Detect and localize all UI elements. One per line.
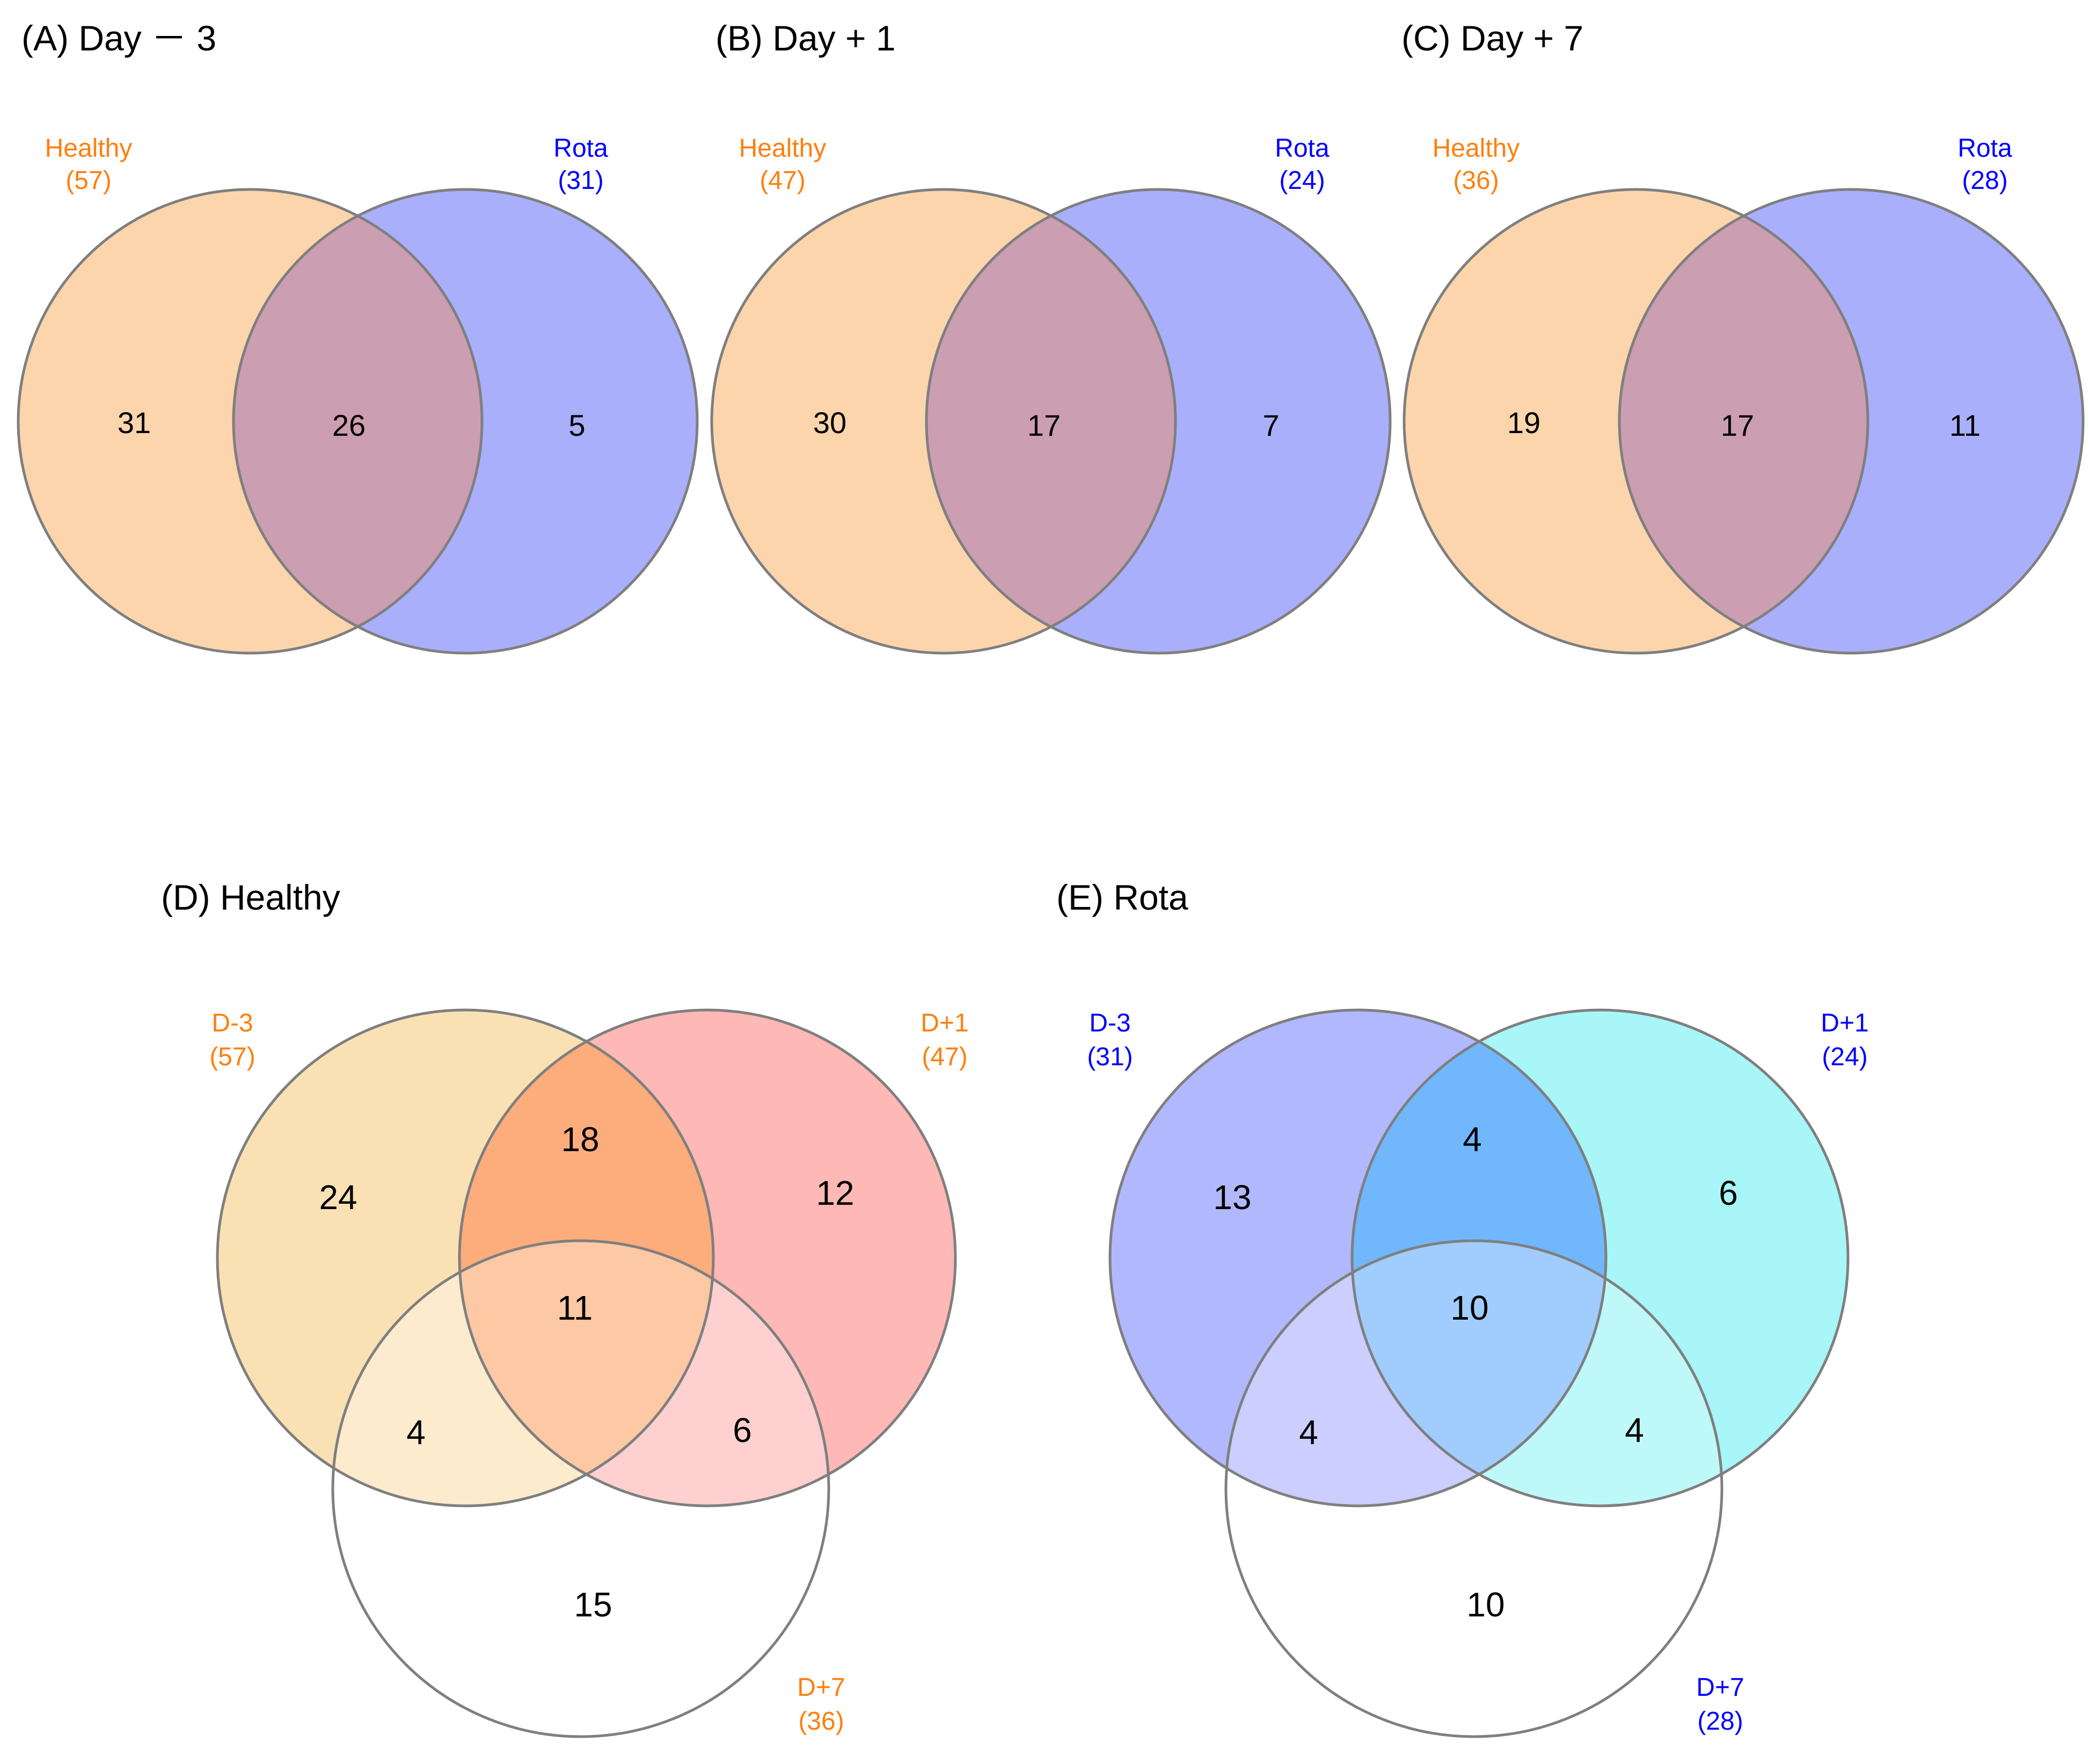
panel-a-overlap-fill	[233, 189, 482, 653]
panel-c-rota-circle	[1618, 188, 2085, 655]
panel-d-d7-circle	[331, 1239, 830, 1738]
panel-e-d1-label: D+1	[1821, 1009, 1868, 1037]
panel-e-d1-only-count: 6	[1719, 1174, 1738, 1212]
panel-c-rota-only-count: 11	[1949, 408, 1981, 442]
panel-c: (C) Day + 7 Healthy (36) Rota (28) 19 17…	[1401, 18, 2085, 655]
panel-c-healthy-count: (36)	[1453, 166, 1499, 195]
panel-e-d7-only-count: 10	[1466, 1585, 1504, 1624]
panel-d: (D) Healthy D-3 (57) D+1 (47) D+7 (36) 2…	[161, 877, 969, 1738]
panel-d-d1-count: (47)	[922, 1043, 967, 1071]
panel-d-d3-d7-count: 4	[406, 1413, 426, 1452]
panel-e: (E) Rota D-3 (31) D+1 (24) D+7 (28) 13 4…	[1056, 877, 1869, 1738]
panel-c-healthy-only-count: 19	[1507, 406, 1540, 440]
panel-b-healthy-label: Healthy	[739, 134, 827, 163]
panel-d-d7-count: (36)	[798, 1707, 844, 1736]
panel-a-healthy-circle	[17, 188, 484, 655]
panel-d-d1-label: D+1	[921, 1009, 968, 1037]
panel-c-healthy-circle	[1403, 188, 1869, 655]
panel-c-overlap-fill	[1619, 189, 1868, 653]
panel-b-rota-only-count: 7	[1262, 408, 1279, 442]
panel-e-d7-count: (28)	[1697, 1707, 1743, 1736]
panel-e-all-count: 10	[1450, 1289, 1488, 1327]
panel-e-d3-count: (31)	[1087, 1043, 1133, 1071]
panel-e-d7-label: D+7	[1696, 1673, 1744, 1702]
panel-a-rota-count: (31)	[558, 166, 603, 195]
panel-d-d3-circle	[216, 1008, 715, 1507]
panel-e-d3-d7-count: 4	[1299, 1413, 1318, 1452]
panel-b-rota-circle	[925, 188, 1392, 655]
panel-e-d3-label: D-3	[1089, 1009, 1130, 1037]
panel-a-rota-only-count: 5	[568, 408, 585, 442]
panel-e-d1-d7-count: 4	[1625, 1411, 1644, 1450]
panel-e-d7-circle	[1224, 1239, 1723, 1738]
panel-a-rota-circle	[232, 188, 699, 655]
panel-e-d3-only-count: 13	[1213, 1178, 1251, 1217]
panel-d-d3-count: (57)	[209, 1043, 255, 1071]
panel-e-d3-circle	[1108, 1008, 1608, 1507]
panel-a-healthy-label: Healthy	[45, 134, 133, 163]
panel-a-rota-label: Rota	[553, 134, 608, 163]
panel-b-healthy-circle	[710, 188, 1177, 655]
panel-d-d1-d7-count: 6	[733, 1411, 752, 1450]
panel-b-healthy-only-count: 30	[813, 406, 846, 440]
panel-c-healthy-label: Healthy	[1433, 134, 1520, 163]
panel-b-healthy-count: (47)	[759, 166, 805, 195]
panel-e-title: (E) Rota	[1056, 877, 1188, 917]
panel-e-d3-d1-count: 4	[1463, 1120, 1482, 1159]
panel-d-d1-only-count: 12	[816, 1174, 854, 1212]
panel-d-d3-only-count: 24	[319, 1178, 357, 1217]
panel-b: (B) Day + 1 Healthy (47) Rota (24) 30 17…	[710, 18, 1392, 655]
panel-b-overlap-count: 17	[1027, 408, 1061, 442]
panel-c-overlap-count: 17	[1721, 408, 1754, 442]
panel-d-d1-circle	[458, 1008, 957, 1507]
panel-a: (A) Day － 3 Healthy (57) Rota (31) 31 26…	[17, 18, 699, 655]
panel-c-title: (C) Day + 7	[1401, 18, 1583, 58]
panel-d-title: (D) Healthy	[161, 877, 340, 917]
panel-a-healthy-only-count: 31	[118, 406, 151, 440]
panel-d-d7-only-count: 15	[574, 1585, 612, 1624]
panel-b-rota-count: (24)	[1279, 166, 1325, 195]
panel-e-d1-count: (24)	[1822, 1043, 1867, 1071]
panel-a-healthy-count: (57)	[65, 166, 111, 195]
panel-c-rota-count: (28)	[1962, 166, 2007, 195]
panel-b-rota-label: Rota	[1275, 134, 1330, 163]
panel-d-d3-d1-count: 18	[561, 1120, 599, 1159]
panel-b-title: (B) Day + 1	[715, 18, 896, 58]
panel-a-title: (A) Day － 3	[21, 18, 216, 58]
panel-d-d3-label: D-3	[211, 1009, 253, 1037]
panel-b-overlap-fill	[926, 189, 1175, 653]
panel-d-all-count: 11	[557, 1289, 593, 1327]
panel-d-d7-label: D+7	[797, 1673, 845, 1702]
panel-c-rota-label: Rota	[1957, 134, 2012, 163]
panel-a-overlap-count: 26	[332, 408, 366, 442]
panel-e-d1-circle	[1350, 1008, 1850, 1507]
